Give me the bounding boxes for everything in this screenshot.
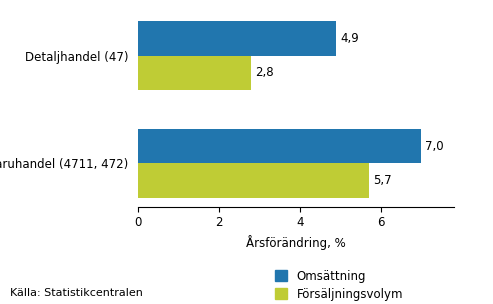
Legend: Omsättning, Försäljningsvolym: Omsättning, Försäljningsvolym: [271, 265, 408, 304]
Text: 2,8: 2,8: [255, 66, 274, 79]
X-axis label: Årsförändring, %: Årsförändring, %: [246, 235, 346, 250]
Bar: [138, 129, 421, 163]
Bar: [138, 21, 336, 56]
Bar: [138, 56, 251, 90]
Text: 7,0: 7,0: [425, 140, 444, 153]
Text: 5,7: 5,7: [373, 174, 391, 187]
Bar: [138, 163, 369, 198]
Text: Källa: Statistikcentralen: Källa: Statistikcentralen: [10, 288, 143, 298]
Text: 4,9: 4,9: [340, 32, 359, 45]
